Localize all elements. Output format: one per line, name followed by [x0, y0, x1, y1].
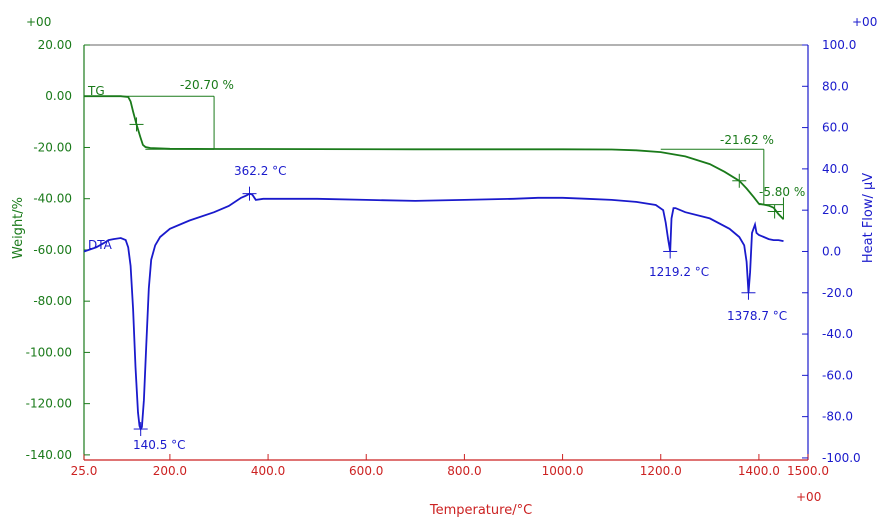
peak-markers — [129, 117, 782, 437]
y-left-tick-label: 0.00 — [45, 89, 72, 103]
x-axis-title: Temperature/°C — [429, 503, 532, 518]
y-left-tick-label: -100.00 — [26, 345, 72, 359]
y-left-tick-label: -20.00 — [33, 140, 72, 154]
tg-series-label: TG — [87, 84, 105, 98]
y-right-tick-label: -100.0 — [822, 451, 861, 465]
y-left-tick-label: -60.00 — [33, 243, 72, 257]
x-tick-label: 600.0 — [349, 464, 383, 478]
peak-label-140: 140.5 °C — [133, 438, 186, 452]
x-tick-label: 1400.0 — [738, 464, 780, 478]
y-right-tick-label: 80.0 — [822, 79, 849, 93]
y-right-tick-label: 0.0 — [822, 244, 841, 258]
step-label-tg-2: -21.62 % — [720, 133, 774, 147]
y-right-axis-title: Heat Flow/ μV — [861, 173, 876, 263]
y-right-tick-label: 100.0 — [822, 38, 856, 52]
x-tick-label: 1200.0 — [640, 464, 682, 478]
x-tick-label: 25.0 — [71, 464, 98, 478]
y-left-axis-title: Weight/% — [11, 197, 26, 259]
right-axis-offset-label: +00 — [852, 15, 877, 29]
y-left-tick-label: -40.00 — [33, 192, 72, 206]
dta-series-label: DTA — [88, 238, 113, 252]
y-right-axis-ticks: 100.0 80.0 60.0 40.0 20.0 0.0 -20.0 -40.0 -60.0 -… — [802, 38, 861, 465]
left-axis-offset-label: +00 — [26, 15, 51, 29]
peak-label-1378: 1378.7 °C — [727, 309, 787, 323]
y-left-axis-ticks: 20.00 0.00 -20.00 -40.00 -60.00 -80.00 -100.00… — [26, 38, 90, 462]
x-tick-label: 200.0 — [153, 464, 187, 478]
y-left-tick-label: -120.00 — [26, 397, 72, 411]
x-axis-ticks: 25.0 200.0 400.0 600.0 800.0 1000.0 1200.0 1400… — [71, 454, 829, 478]
y-left-tick-label: -140.00 — [26, 448, 72, 462]
tg-series-line — [84, 95, 785, 220]
y-right-tick-label: 20.0 — [822, 203, 849, 217]
x-tick-label: 800.0 — [447, 464, 481, 478]
y-right-tick-label: -60.0 — [822, 368, 853, 382]
x-tick-label: 400.0 — [251, 464, 285, 478]
y-left-tick-label: 20.00 — [38, 38, 72, 52]
peak-label-1219: 1219.2 °C — [649, 265, 709, 279]
dta-series-line — [83, 192, 784, 432]
x-tick-label: 1500.0 — [787, 464, 829, 478]
x-axis-offset-label: +00 — [796, 490, 821, 504]
y-right-tick-label: -80.0 — [822, 410, 853, 424]
y-right-tick-label: 60.0 — [822, 121, 849, 135]
y-right-tick-label: 40.0 — [822, 162, 849, 176]
peak-label-362: 362.2 °C — [234, 164, 287, 178]
y-left-tick-label: -80.00 — [33, 294, 72, 308]
step-label-tg-3: -5.80 % — [759, 185, 805, 199]
x-tick-label: 1000.0 — [542, 464, 584, 478]
y-right-tick-label: -20.0 — [822, 286, 853, 300]
y-right-tick-label: -40.0 — [822, 327, 853, 341]
step-label-tg-1: -20.70 % — [180, 78, 234, 92]
